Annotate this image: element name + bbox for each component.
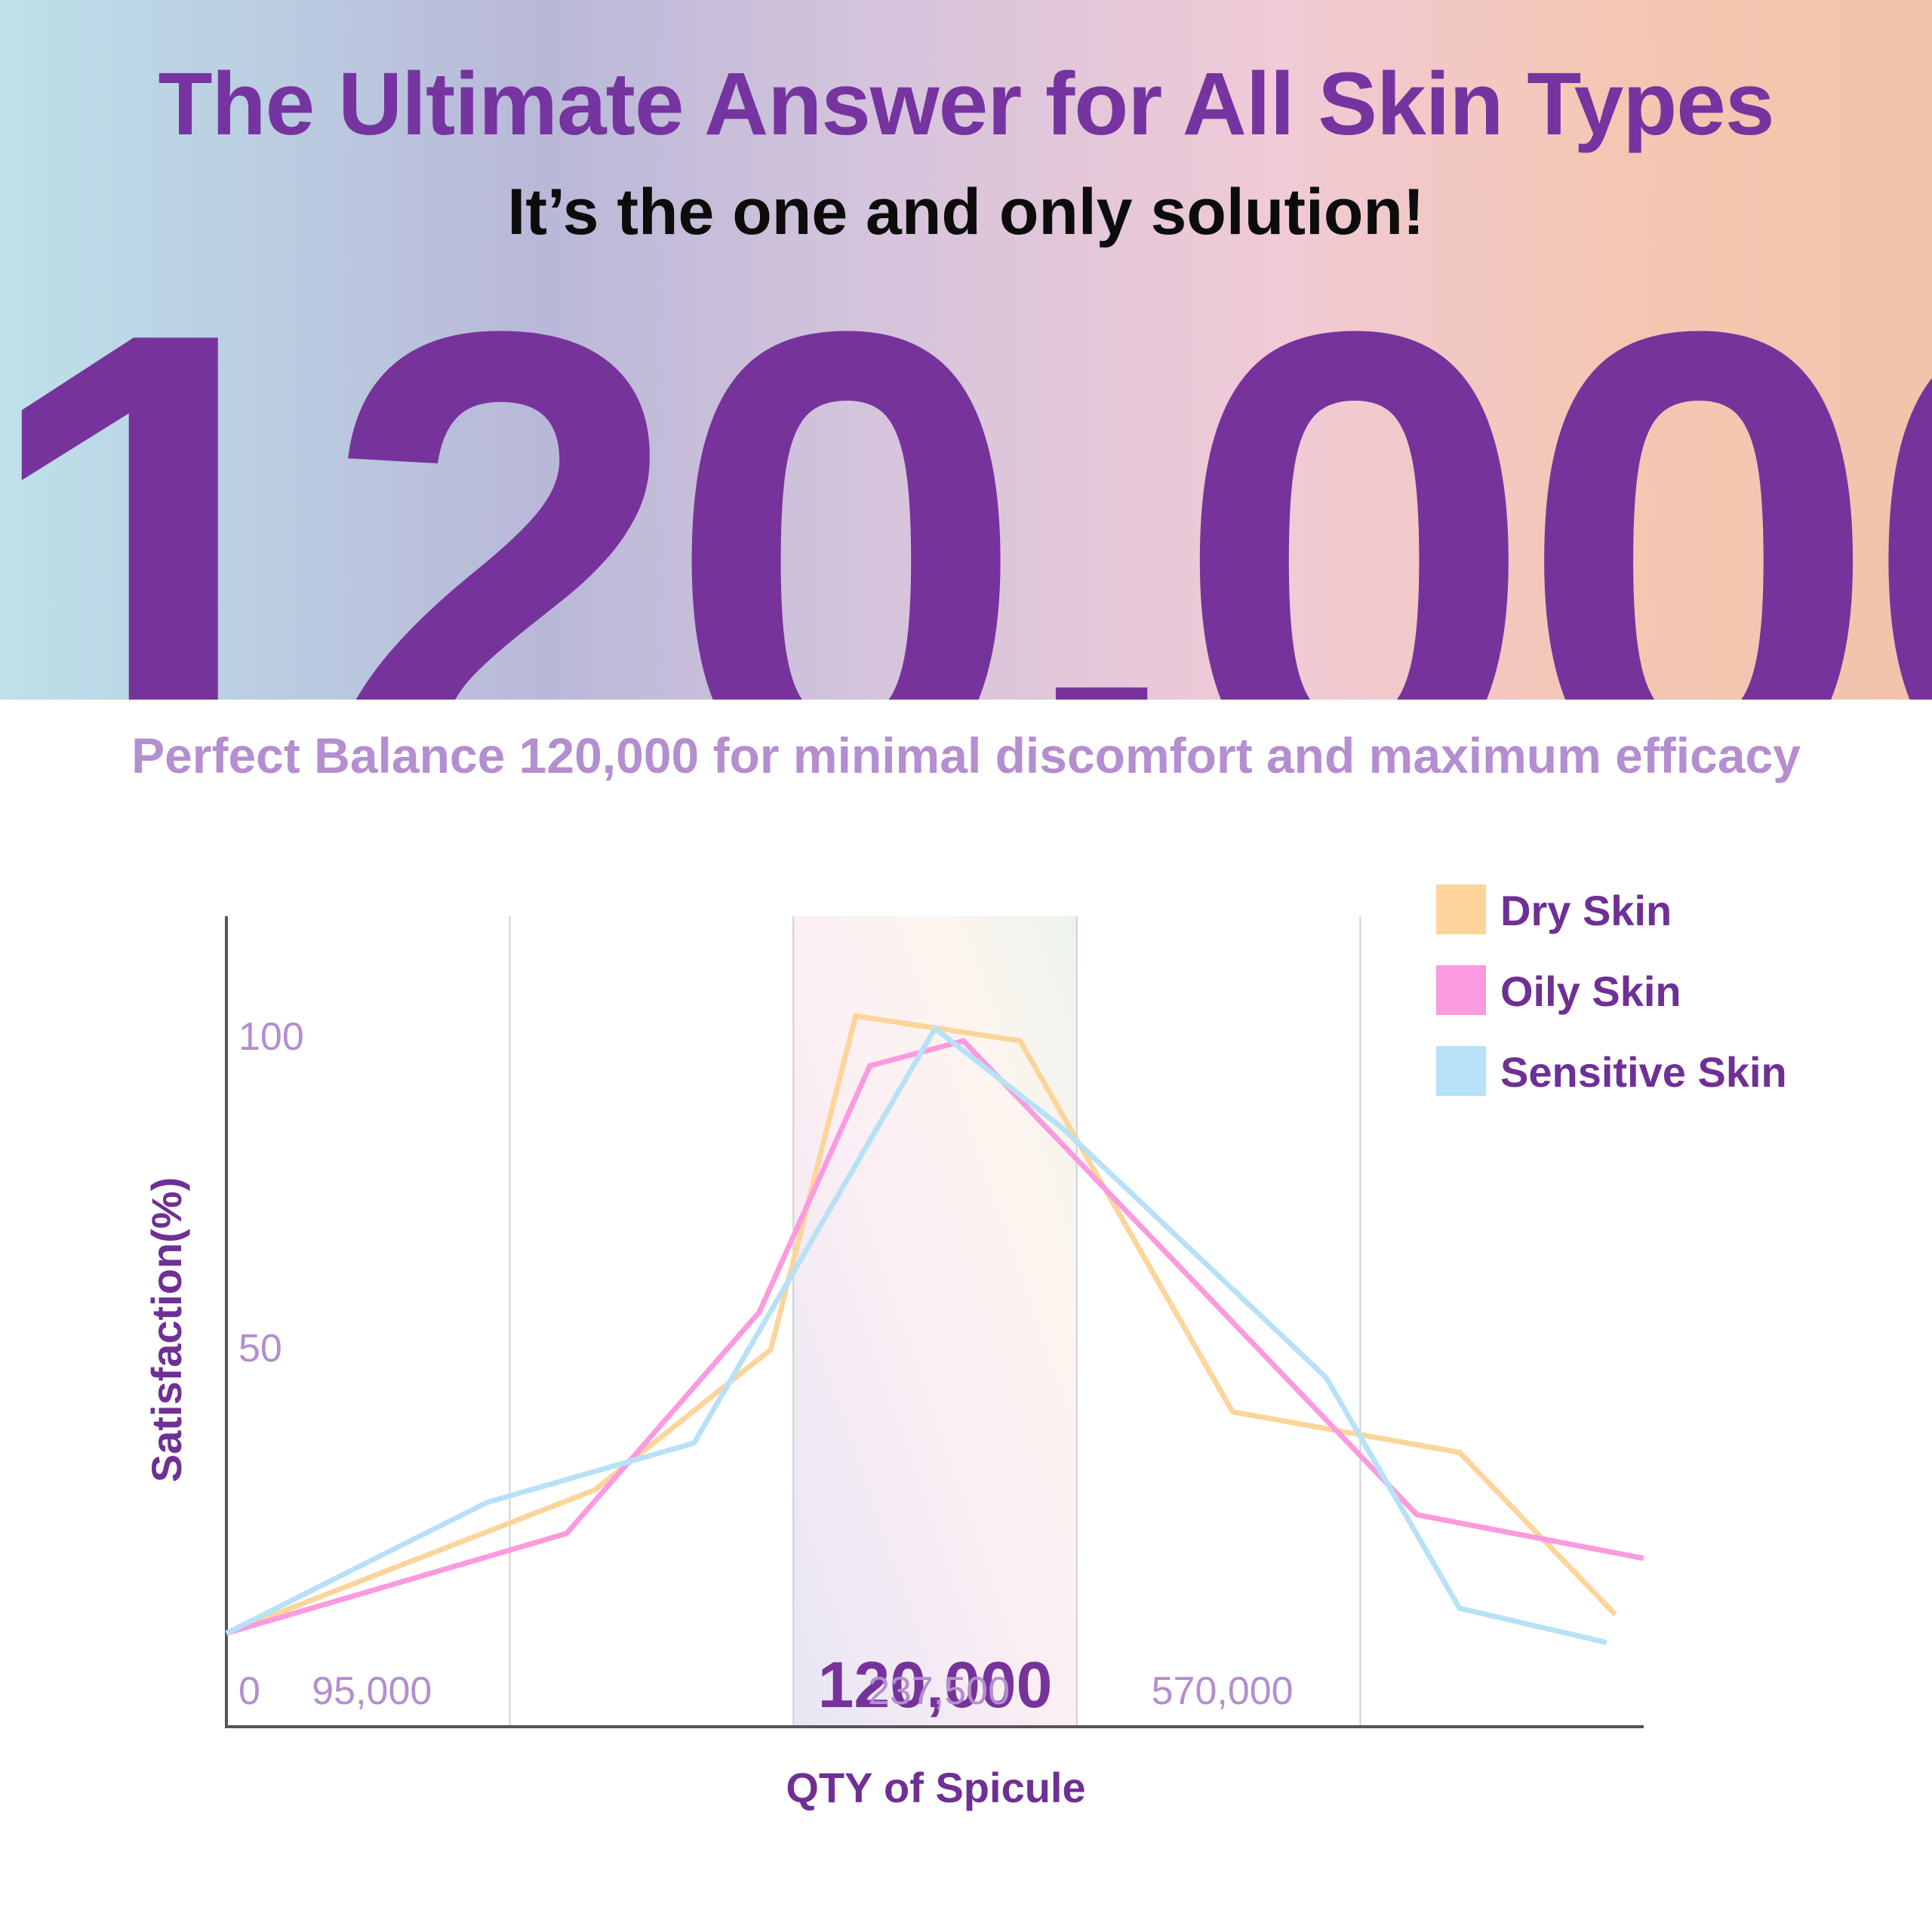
- y-axis-label: Satisfaction(%): [143, 1177, 190, 1483]
- x-tick-label: 237,500: [868, 1669, 1010, 1713]
- hero-banner: The Ultimate Answer for All Skin Types I…: [0, 0, 1932, 700]
- legend-label: Sensitive Skin: [1500, 1048, 1787, 1096]
- gridlines: [509, 916, 1361, 1727]
- big-number: 120,000: [0, 197, 1932, 700]
- highlight-band: [793, 916, 1077, 1727]
- x-tick-label: 95,000: [312, 1669, 432, 1713]
- y-tick-label: 100: [238, 1015, 304, 1059]
- series-layer: [225, 1013, 1644, 1645]
- series-line-oily-skin: [226, 1038, 1644, 1636]
- subheadline: It’s the one and only solution!: [507, 176, 1425, 248]
- x-tick-label: 570,000: [1152, 1669, 1294, 1713]
- x-axis-label: QTY of Spicule: [786, 1764, 1085, 1811]
- legend-swatch: [1436, 965, 1486, 1015]
- legend-swatch: [1436, 884, 1486, 934]
- x-tick-label-highlight: 120,000: [818, 1649, 1053, 1721]
- legend: [1436, 884, 1486, 1096]
- legend-label: Oily Skin: [1500, 968, 1681, 1015]
- series-line-sensitive-skin: [225, 1024, 1607, 1645]
- legend-label: Dry Skin: [1500, 887, 1672, 934]
- tagline: Perfect Balance 120,000 for minimal disc…: [131, 728, 1801, 783]
- headline: The Ultimate Answer for All Skin Types: [158, 54, 1774, 154]
- x-tick-label: 0: [238, 1669, 260, 1713]
- legend-swatch: [1436, 1046, 1486, 1096]
- y-tick-label: 50: [238, 1327, 282, 1371]
